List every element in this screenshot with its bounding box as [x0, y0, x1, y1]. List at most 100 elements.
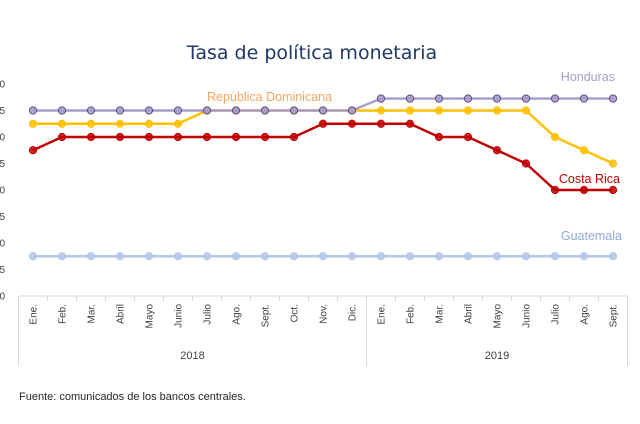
y-tick-label: 0 — [0, 239, 5, 250]
x-tick-label: Nov. — [319, 304, 330, 324]
data-point — [608, 252, 618, 261]
data-point — [202, 132, 212, 142]
data-point — [579, 146, 589, 155]
data-point — [434, 132, 444, 142]
data-point — [434, 252, 444, 261]
x-tick-label: Mayo — [493, 304, 504, 329]
data-point — [28, 119, 38, 128]
data-point — [260, 106, 270, 115]
data-point — [463, 132, 473, 142]
year-label: 2018 — [180, 350, 204, 362]
x-tick-label: Dic. — [348, 304, 359, 321]
x-tick-label: Mar. — [435, 304, 446, 323]
data-point — [144, 119, 154, 128]
data-point — [608, 159, 618, 168]
source-note: Fuente: comunicados de los bancos centra… — [19, 391, 246, 403]
data-point — [492, 106, 502, 115]
data-point — [347, 119, 357, 128]
series-label: Guatemala — [561, 229, 622, 243]
x-tick-label: Feb. — [58, 304, 69, 324]
x-tick-label: Sept. — [261, 304, 272, 327]
data-point — [115, 132, 125, 142]
year-label: 2019 — [485, 350, 509, 362]
data-point — [376, 119, 386, 128]
data-point — [231, 132, 241, 142]
data-point — [57, 132, 67, 142]
data-point — [347, 106, 357, 115]
data-point — [405, 252, 415, 261]
x-tick-label: Junio — [174, 304, 185, 328]
data-point — [347, 252, 357, 261]
y-tick-label: 5 — [0, 265, 5, 276]
data-point — [376, 252, 386, 261]
y-tick-label: 0 — [0, 133, 5, 144]
data-point — [318, 252, 328, 261]
data-point — [434, 106, 444, 115]
x-axis: Ene. Feb. Mar. Abril Mayo Junio Julio Ago. Sept.… — [18, 295, 628, 366]
data-point — [550, 252, 560, 261]
data-point — [550, 94, 560, 103]
data-point — [579, 252, 589, 261]
x-tick-label: Ago. — [580, 304, 591, 325]
chart-title: Tasa de política monetaria — [186, 42, 437, 64]
data-point — [318, 106, 328, 115]
data-point — [86, 252, 96, 261]
data-point — [521, 94, 531, 103]
data-point — [405, 94, 415, 103]
data-point — [86, 119, 96, 128]
data-point — [57, 106, 67, 115]
y-tick-label: 5 — [0, 212, 5, 223]
x-tick-label: Sept. — [609, 304, 620, 327]
x-tick-label: Oct. — [290, 304, 301, 322]
y-tick-label: 5 — [0, 159, 5, 170]
x-tick-label: Junio — [522, 304, 533, 328]
series-layer — [28, 94, 618, 261]
data-point — [434, 94, 444, 103]
data-point — [492, 252, 502, 261]
x-tick-label: Julio — [203, 304, 214, 325]
y-tick-label: 0 — [0, 80, 5, 91]
data-point — [521, 159, 531, 168]
x-tick-label: Mar. — [87, 304, 98, 323]
data-point — [289, 106, 299, 115]
data-point — [28, 252, 38, 261]
x-tick-label: Julio — [551, 304, 562, 325]
data-point — [608, 94, 618, 103]
data-point — [57, 252, 67, 261]
y-tick-label: 0 — [0, 292, 5, 303]
y-tick-label: 0 — [0, 186, 5, 197]
data-point — [202, 252, 212, 261]
y-axis-ticks: 0 5 0 5 0 5 0 5 0 — [0, 80, 5, 303]
x-tick-label: Mayo — [145, 304, 156, 329]
data-point — [463, 94, 473, 103]
data-point — [115, 119, 125, 128]
data-point — [173, 132, 183, 142]
data-point — [405, 119, 415, 128]
data-point — [173, 252, 183, 261]
data-point — [463, 106, 473, 115]
data-point — [405, 106, 415, 115]
data-point — [260, 252, 270, 261]
x-tick-label: Abril — [116, 304, 127, 324]
data-point — [144, 132, 154, 142]
data-point — [463, 252, 473, 261]
data-point — [115, 106, 125, 115]
data-point — [202, 106, 212, 115]
x-tick-label: Ene. — [29, 304, 40, 325]
data-point — [318, 119, 328, 128]
data-point — [550, 185, 560, 195]
data-point — [231, 252, 241, 261]
data-point — [144, 252, 154, 261]
data-point — [28, 106, 38, 115]
data-point — [144, 106, 154, 115]
data-point — [608, 185, 618, 195]
data-point — [579, 94, 589, 103]
data-point — [492, 94, 502, 103]
series-label: Costa Rica — [559, 172, 620, 186]
data-point — [260, 132, 270, 142]
data-point — [289, 252, 299, 261]
data-point — [521, 106, 531, 115]
series-label: Honduras — [561, 70, 615, 84]
data-point — [376, 106, 386, 115]
x-tick-label: Ago. — [232, 304, 243, 325]
